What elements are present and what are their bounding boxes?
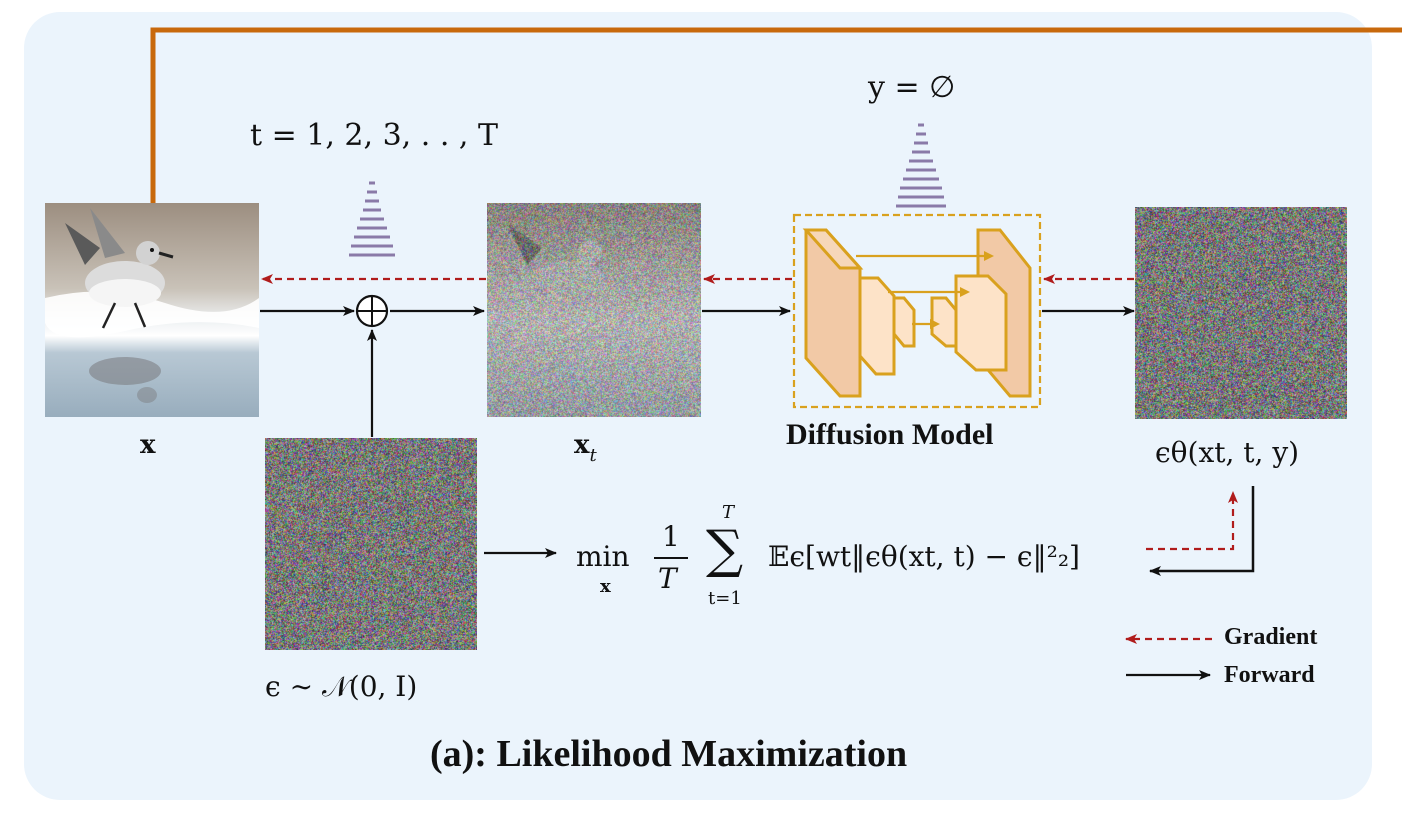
striped-triangle-icon <box>349 183 395 255</box>
striped-triangle-icon <box>896 125 946 206</box>
objective-frac-num: 1 <box>662 520 680 553</box>
label-xt-base: x <box>574 430 590 460</box>
orange-feedback-line <box>153 30 1402 203</box>
unet-icon <box>794 215 1040 407</box>
label-condition: y = ∅ <box>868 70 955 105</box>
objective-frac-den: T <box>658 562 677 595</box>
legend-forward-label: Forward <box>1224 662 1315 689</box>
objective-formula: min x 1 T T ∑ t=1 𝔼ϵ[wt‖ϵθ(xt, t) − ϵ‖²₂… <box>572 510 1132 610</box>
clean-image <box>45 203 259 417</box>
label-diffusion-model: Diffusion Model <box>786 418 994 452</box>
noisy-image <box>487 203 701 417</box>
circled-plus-icon <box>357 296 387 326</box>
predicted-noise-canvas <box>1135 207 1347 419</box>
legend-gradient-label: Gradient <box>1224 624 1317 651</box>
noisy-bird-canvas <box>487 203 701 417</box>
figure-caption: (a): Likelihood Maximization <box>430 732 907 776</box>
objective-body: 𝔼ϵ[wt‖ϵθ(xt, t) − ϵ‖²₂] <box>768 540 1080 573</box>
predicted-noise-image <box>1135 207 1347 419</box>
objective-min: min <box>576 540 630 573</box>
label-noise: ϵ ∼ 𝒩(0, I) <box>265 670 417 704</box>
forward-arrow-pred-to-loss <box>1150 486 1253 571</box>
label-xt: xt <box>574 430 597 460</box>
noise-image <box>265 438 477 650</box>
objective-frac-bar <box>654 557 688 559</box>
label-prediction: ϵθ(xt, t, y) <box>1155 436 1299 469</box>
label-x: x <box>140 430 156 460</box>
objective-min-sub: x <box>600 576 611 597</box>
label-timesteps: t = 1, 2, 3, . . , T <box>250 118 498 153</box>
objective-sum-bottom: t=1 <box>708 588 742 609</box>
label-xt-sub: t <box>590 445 597 466</box>
gaussian-noise-canvas <box>265 438 477 650</box>
bird-photo <box>45 203 259 417</box>
objective-sum-sign: ∑ <box>706 520 743 580</box>
gradient-arrow-loss-to-pred <box>1146 492 1233 549</box>
